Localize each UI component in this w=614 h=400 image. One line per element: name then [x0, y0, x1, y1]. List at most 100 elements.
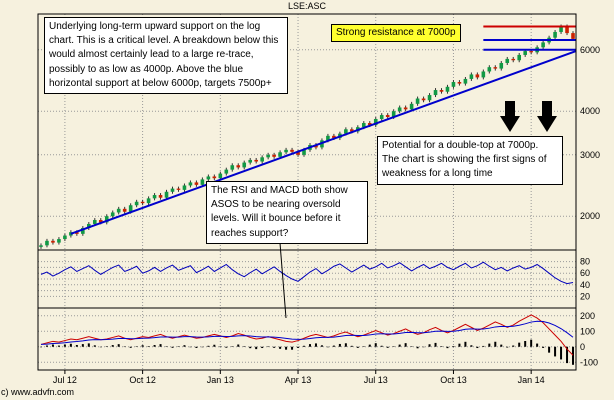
candle-down: [158, 195, 163, 198]
annotation-resistance-note: Strong resistance at 7000p: [331, 24, 461, 42]
macd-histogram-bar: [201, 346, 204, 348]
macd-axis-label: 100: [580, 326, 595, 336]
macd-histogram-bar: [285, 346, 288, 350]
macd-histogram-bar: [75, 344, 78, 347]
macd-histogram-bar: [129, 346, 132, 348]
rsi-line: [40, 261, 574, 285]
x-axis-label: Oct 13: [440, 375, 467, 385]
down-arrow-icon: [500, 101, 520, 132]
x-axis-label: Jul 12: [53, 375, 77, 385]
macd-histogram-bar: [464, 341, 467, 347]
macd-histogram-bar: [135, 346, 138, 347]
macd-histogram-bar: [267, 346, 270, 348]
macd-histogram-bar: [362, 346, 365, 347]
macd-histogram-bar: [219, 346, 222, 347]
candle-up: [224, 169, 229, 174]
candle-down: [51, 240, 55, 243]
candle-down: [254, 159, 258, 162]
candle-up: [104, 216, 109, 223]
macd-histogram-bar: [183, 345, 186, 347]
candle-down: [385, 115, 390, 118]
macd-signal-line: [40, 320, 574, 345]
macd-histogram-bar: [572, 346, 575, 365]
price-axis-label: 4000: [580, 106, 600, 116]
candle-up: [391, 111, 396, 118]
macd-histogram-bar: [207, 345, 210, 347]
macd-histogram-bar: [422, 346, 425, 348]
macd-histogram-bar: [506, 346, 509, 348]
macd-histogram-bar: [63, 344, 66, 347]
macd-histogram-bar: [153, 345, 156, 347]
macd-histogram-bar: [123, 346, 126, 348]
candle-down: [212, 176, 217, 179]
candle-down: [296, 151, 300, 155]
candle-down: [529, 51, 533, 53]
candle-down: [98, 220, 103, 223]
macd-histogram-bar: [279, 346, 282, 349]
candle-up: [128, 205, 133, 212]
macd-histogram-bar: [320, 345, 323, 347]
candle-down: [75, 232, 79, 234]
candle-up: [445, 86, 450, 92]
down-arrow-shape: [537, 101, 557, 132]
macd-histogram-bar: [446, 346, 449, 349]
candle-down: [272, 154, 276, 157]
panel-border: [37, 307, 577, 371]
macd-histogram-bar: [488, 343, 491, 347]
candle-up: [164, 191, 169, 198]
down-arrow-icon: [537, 101, 557, 132]
macd-histogram-bar: [273, 346, 276, 348]
x-axis-label: Jan 13: [207, 375, 234, 385]
candle-up: [45, 240, 49, 246]
macd-histogram-bar: [195, 346, 198, 348]
macd-histogram-bar: [171, 346, 174, 348]
candle-up: [170, 188, 175, 192]
candle-up: [92, 220, 97, 224]
candle-up: [284, 149, 288, 153]
candle-down: [140, 201, 145, 204]
price-axis-label: 3000: [580, 150, 600, 160]
rsi-axis-label: 80: [580, 257, 590, 267]
macd-histogram-bar: [39, 346, 42, 348]
macd-histogram-bar: [165, 346, 168, 348]
x-axis-label: Apr 13: [285, 375, 312, 385]
macd-histogram-bar: [69, 343, 72, 347]
macd-histogram-bar: [560, 346, 563, 360]
macd-histogram-bar: [147, 346, 150, 347]
candle-up: [188, 182, 193, 186]
candle-up: [146, 198, 151, 204]
macd-histogram-bar: [141, 345, 144, 347]
candle-up: [69, 232, 73, 236]
macd-histogram-bar: [231, 346, 234, 347]
macd-histogram-bar: [356, 346, 359, 348]
macd-histogram-bar: [332, 345, 335, 347]
candle-up: [200, 179, 205, 185]
macd-histogram-bar: [261, 346, 264, 349]
candle-up: [206, 176, 211, 180]
rsi-axis-label: 60: [580, 268, 590, 278]
candle-up: [110, 212, 115, 217]
macd-histogram-bar: [416, 346, 419, 349]
macd-axis-label: 0: [580, 342, 585, 352]
macd-histogram-bar: [159, 344, 162, 347]
x-axis-label: Jul 13: [364, 375, 388, 385]
macd-histogram-bar: [458, 343, 461, 347]
macd-histogram-bar: [189, 346, 192, 348]
macd-histogram-bar: [213, 344, 216, 347]
macd-histogram-bar: [392, 346, 395, 347]
annotation-support-note: Underlying long-term upward support on t…: [44, 17, 288, 94]
macd-histogram-bar: [380, 345, 383, 347]
candle-up: [505, 58, 510, 63]
macd-histogram-bar: [476, 346, 479, 349]
macd-axis-label: -100: [580, 357, 598, 367]
macd-histogram-bar: [314, 343, 317, 347]
macd-histogram-bar: [410, 346, 413, 347]
candle-up: [523, 51, 527, 55]
macd-histogram-bar: [470, 345, 473, 347]
candle-up: [427, 95, 432, 101]
macd-histogram-bar: [45, 345, 48, 347]
macd-histogram-bar: [452, 345, 455, 347]
candle-up: [481, 71, 486, 78]
macd-histogram-bar: [57, 345, 60, 347]
macd-histogram-bar: [111, 345, 114, 347]
